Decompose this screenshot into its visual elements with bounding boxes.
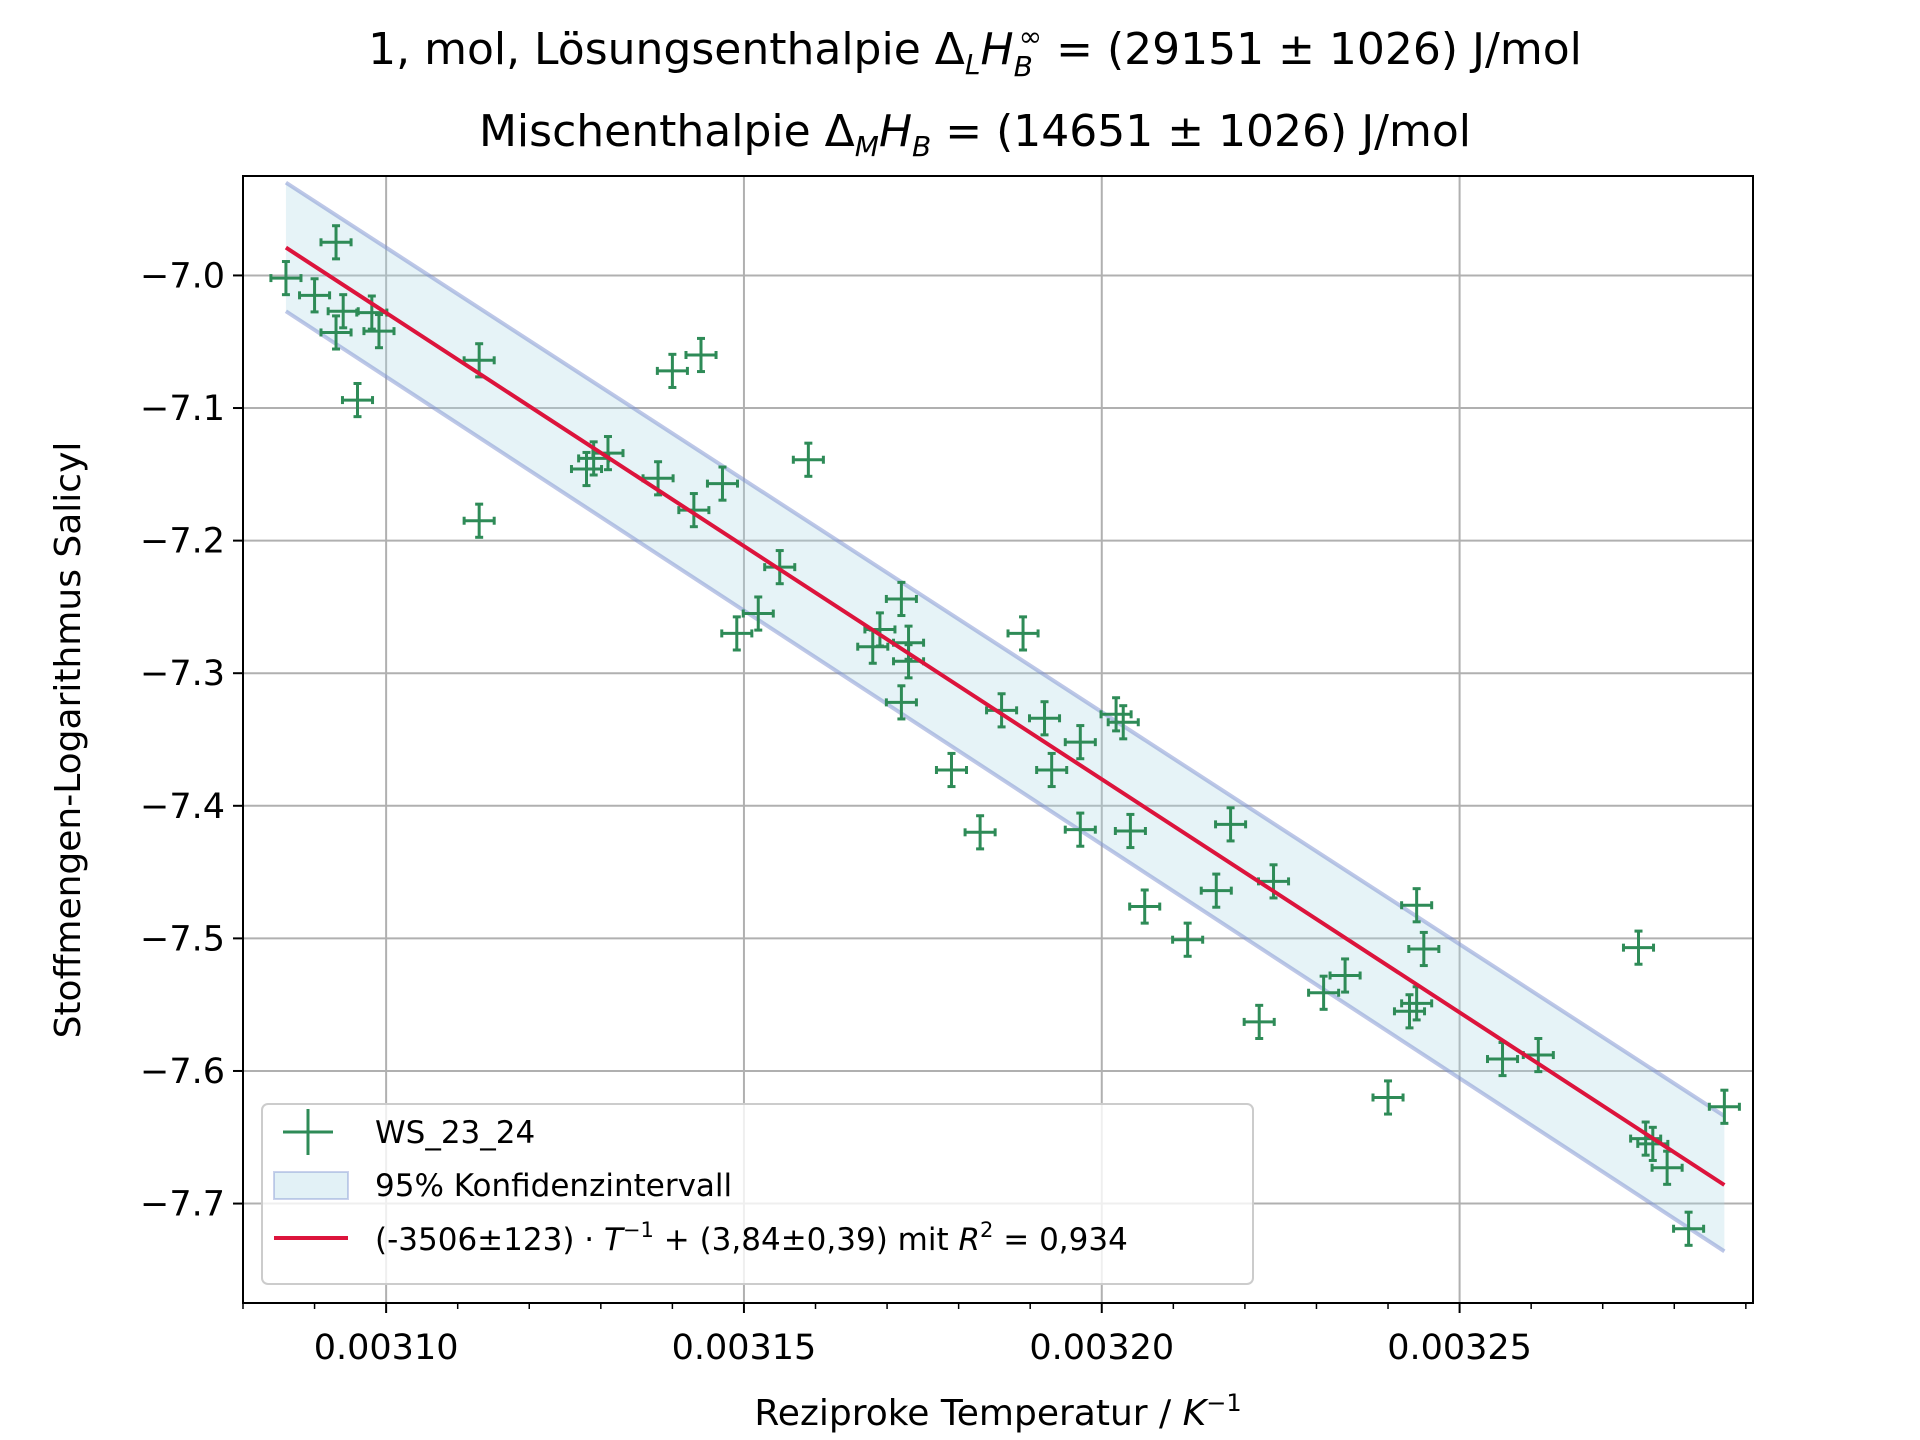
data-point bbox=[684, 336, 718, 374]
legend-label-band: 95% Konfidenzintervall bbox=[375, 1168, 732, 1204]
y-tick-label: −7.1 bbox=[140, 389, 225, 429]
y-tick-label: −7.5 bbox=[140, 919, 225, 959]
data-point bbox=[1063, 811, 1097, 848]
plot-frame bbox=[242, 175, 1754, 1304]
data-point bbox=[741, 595, 775, 632]
confidence-band-upper-edge bbox=[284, 180, 1726, 1118]
data-point bbox=[269, 260, 303, 297]
data-point bbox=[298, 277, 332, 314]
data-point bbox=[1400, 887, 1434, 924]
data-point bbox=[1027, 700, 1062, 737]
legend-marker-band bbox=[273, 1171, 349, 1200]
legend-frame bbox=[261, 1103, 1254, 1285]
x-tick-label: 0.00310 bbox=[314, 1328, 459, 1368]
y-tick-label: −7.2 bbox=[140, 522, 225, 562]
fit-line bbox=[284, 245, 1726, 1187]
x-tick-label: 0.00320 bbox=[1029, 1328, 1174, 1368]
data-point bbox=[985, 692, 1019, 729]
x-axis-label: Reziproke Temperatur / K−1 bbox=[754, 1389, 1241, 1434]
data-point bbox=[1214, 806, 1248, 843]
data-point bbox=[1400, 985, 1434, 1022]
legend: WS_23_24 95% Konfidenzintervall (-3506±1… bbox=[261, 1103, 1254, 1285]
data-point bbox=[1371, 1079, 1405, 1116]
data-point bbox=[791, 441, 825, 478]
data-point bbox=[1006, 615, 1040, 652]
y-axis-label: Stoffmengen-Logarithmus Salicyl bbox=[48, 442, 89, 1039]
data-point bbox=[1199, 872, 1233, 909]
data-point bbox=[1328, 957, 1362, 994]
data-point bbox=[1128, 888, 1162, 925]
chart-title-line1: 1, mol, Lösungsenthalpie ΔLHB∞ = (29151 … bbox=[368, 20, 1582, 83]
legend-label-fit: (-3506±123) · T−1 + (3,84±0,39) mit R2 =… bbox=[375, 1218, 1128, 1258]
data-point bbox=[462, 502, 496, 539]
data-point bbox=[705, 465, 740, 502]
data-point bbox=[591, 435, 625, 472]
data-point bbox=[1621, 929, 1656, 966]
data-point bbox=[934, 751, 969, 789]
data-point bbox=[1392, 993, 1427, 1030]
data-point bbox=[1106, 704, 1140, 741]
y-axis-ticks: −7.0 −7.1 −7.2 −7.3 −7.4 −7.5 −7.6 −7.7 bbox=[140, 256, 243, 1225]
chart-title-line2: Mischenthalpie ΔMHB = (14651 ± 1026) J/m… bbox=[479, 106, 1471, 163]
y-tick-label: −7.4 bbox=[140, 787, 225, 827]
y-tick-label: −7.6 bbox=[140, 1052, 225, 1092]
data-point bbox=[319, 314, 353, 351]
legend-marker-errorbar bbox=[283, 1109, 333, 1155]
fit-line-layer bbox=[284, 245, 1726, 1187]
data-point bbox=[677, 492, 711, 529]
x-tick-label: 0.00315 bbox=[672, 1328, 817, 1368]
data-point bbox=[362, 313, 396, 350]
data-point bbox=[963, 814, 997, 851]
data-point bbox=[1242, 1003, 1276, 1040]
data-point bbox=[720, 615, 754, 652]
data-point bbox=[884, 580, 918, 618]
data-point bbox=[1672, 1210, 1706, 1247]
data-point bbox=[1063, 724, 1097, 761]
data-point bbox=[1407, 930, 1441, 968]
x-axis-ticks: 0.00310 0.00315 0.00320 0.00325 bbox=[242, 1303, 1747, 1368]
legend-label-data: WS_23_24 bbox=[375, 1115, 535, 1151]
y-tick-label: −7.7 bbox=[140, 1185, 225, 1225]
data-point bbox=[1707, 1088, 1741, 1125]
data-point bbox=[884, 684, 918, 721]
y-tick-label: −7.0 bbox=[140, 256, 225, 296]
confidence-band-lower-edge bbox=[284, 309, 1726, 1253]
data-point bbox=[1099, 696, 1133, 733]
data-point bbox=[655, 352, 689, 389]
data-point bbox=[1171, 921, 1205, 958]
y-tick-label: −7.3 bbox=[140, 654, 225, 694]
data-point bbox=[340, 382, 375, 419]
data-point bbox=[1035, 751, 1069, 789]
x-tick-label: 0.00325 bbox=[1387, 1328, 1532, 1368]
data-point bbox=[1113, 812, 1147, 850]
data-point bbox=[319, 224, 353, 261]
data-point bbox=[1307, 974, 1341, 1011]
